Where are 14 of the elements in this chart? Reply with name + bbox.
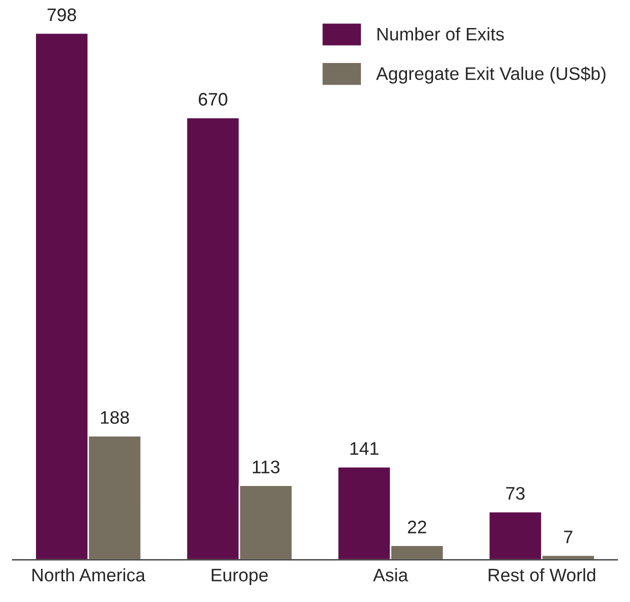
x-tick-label: North America [32,568,146,582]
x-tick-label: Asia [373,568,408,582]
data-label: 141 [350,442,378,455]
x-tick-label: Rest of World [488,568,596,582]
data-label: 188 [100,411,129,424]
data-label: 798 [48,8,76,22]
data-label: 113 [252,460,280,474]
x-tick-label: Europe [212,568,268,586]
legend-label: Number of Exits [378,27,504,41]
data-label: 22 [408,520,426,534]
legend-label: Aggregate Exit Value (US$b) [376,66,606,84]
data-label: 670 [198,92,228,106]
data-label: 73 [506,486,525,500]
data-label: 7 [564,530,572,544]
